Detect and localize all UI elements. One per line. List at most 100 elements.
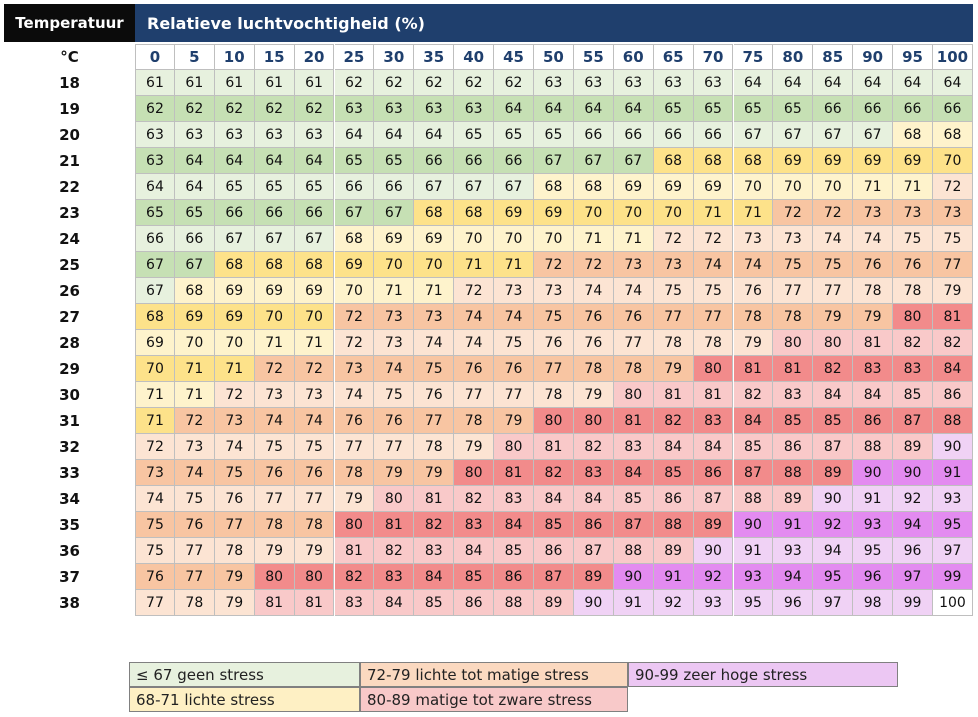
heatmap-cell: 88 [933,408,973,434]
heatmap-cell: 67 [135,252,175,278]
heatmap-cell: 65 [374,148,415,174]
heatmap-cell: 78 [733,304,774,330]
heatmap-cell: 86 [773,434,814,460]
heatmap-cell: 73 [254,382,295,408]
heatmap-cell: 93 [773,538,814,564]
heatmap-cell: 71 [174,382,215,408]
heatmap-cell: 75 [294,434,335,460]
heatmap-cell: 70 [653,200,694,226]
heatmap-cell: 74 [374,356,415,382]
heatmap-cell: 85 [454,564,495,590]
heatmap-cell: 67 [174,252,215,278]
heatmap-cell: 79 [214,590,255,616]
heatmap-cell: 66 [813,96,854,122]
heatmap-cell: 74 [254,408,295,434]
heatmap-cell: 76 [573,304,614,330]
heatmap-cell: 73 [174,434,215,460]
heatmap-cell: 79 [933,278,973,304]
heatmap-cell: 69 [294,278,335,304]
heatmap-cell: 64 [773,70,814,96]
row-header-24: 24 [59,230,80,248]
heatmap-cell: 69 [374,226,415,252]
column-header-0: 0 [135,44,175,70]
heatmap-cell: 77 [374,434,415,460]
heatmap-cell: 65 [653,96,694,122]
heatmap-cell: 68 [573,174,614,200]
heatmap-cell: 76 [374,408,415,434]
heatmap-cell: 82 [733,382,774,408]
heatmap-cell: 89 [534,590,574,616]
heatmap-cell: 79 [733,330,774,356]
heatmap-cell: 67 [334,200,375,226]
heatmap-cell: 87 [893,408,933,434]
heatmap-cell: 68 [214,252,255,278]
heatmap-cell: 67 [813,122,854,148]
column-header-50: 50 [534,44,574,70]
heatmap-cell: 66 [693,122,734,148]
heatmap-cell: 73 [893,200,933,226]
heatmap-cell: 82 [893,330,933,356]
heatmap-cell: 83 [613,434,654,460]
column-header-5: 5 [174,44,215,70]
heatmap-cell: 62 [294,96,335,122]
column-header-85: 85 [813,44,854,70]
column-header-20: 20 [294,44,335,70]
heatmap-cell: 76 [853,252,894,278]
column-header-55: 55 [573,44,614,70]
heatmap-cell: 64 [334,122,375,148]
heatmap-cell: 64 [494,96,534,122]
heatmap-cell: 62 [174,96,215,122]
heatmap-cell: 77 [773,278,814,304]
heatmap-cell: 69 [214,278,255,304]
heatmap-cell: 85 [414,590,455,616]
heatmap-cell: 69 [813,148,854,174]
heatmap-cell: 71 [294,330,335,356]
column-header-90: 90 [853,44,894,70]
heatmap-cell: 75 [494,330,534,356]
heatmap-cell: 68 [254,252,295,278]
heatmap-cell: 81 [494,460,534,486]
heatmap-cell: 81 [254,590,295,616]
heatmap-cell: 69 [534,200,574,226]
heatmap-cell: 76 [334,408,375,434]
heatmap-cell: 65 [334,148,375,174]
heatmap-cell: 90 [733,512,774,538]
heatmap-cell: 69 [613,174,654,200]
heatmap-cell: 72 [174,408,215,434]
heatmap-cell: 70 [135,356,175,382]
heatmap-cell: 79 [214,564,255,590]
heatmap-cell: 71 [135,408,175,434]
heatmap-cell: 71 [135,382,175,408]
heatmap-cell: 74 [813,226,854,252]
column-header-10: 10 [214,44,255,70]
heatmap-cell: 70 [613,200,654,226]
heatmap-cell: 73 [613,252,654,278]
heatmap-cell: 84 [573,486,614,512]
heatmap-cell: 76 [214,486,255,512]
heatmap-cell: 78 [653,330,694,356]
heatmap-cell: 75 [773,252,814,278]
heatmap-cell: 71 [613,226,654,252]
row-header-19: 19 [59,100,80,118]
heatmap-cell: 70 [254,304,295,330]
heatmap-cell: 91 [653,564,694,590]
heatmap-cell: 65 [174,200,215,226]
heatmap-cell: 80 [294,564,335,590]
heatmap-cell: 77 [214,512,255,538]
heatmap-cell: 75 [135,538,175,564]
heatmap-cell: 90 [933,434,973,460]
heatmap-cell: 89 [693,512,734,538]
heatmap-cell: 66 [414,148,455,174]
row-header-32: 32 [59,438,80,456]
column-header-30: 30 [374,44,415,70]
heatmap-cell: 75 [214,460,255,486]
heatmap-cell: 76 [294,460,335,486]
heatmap-cell: 65 [773,96,814,122]
heatmap-cell: 76 [494,356,534,382]
heatmap-cell: 71 [174,356,215,382]
heatmap-cell: 76 [534,330,574,356]
heatmap-cell: 73 [773,226,814,252]
heatmap-cell: 75 [135,512,175,538]
heatmap-cell: 76 [893,252,933,278]
heatmap-cell: 68 [174,278,215,304]
